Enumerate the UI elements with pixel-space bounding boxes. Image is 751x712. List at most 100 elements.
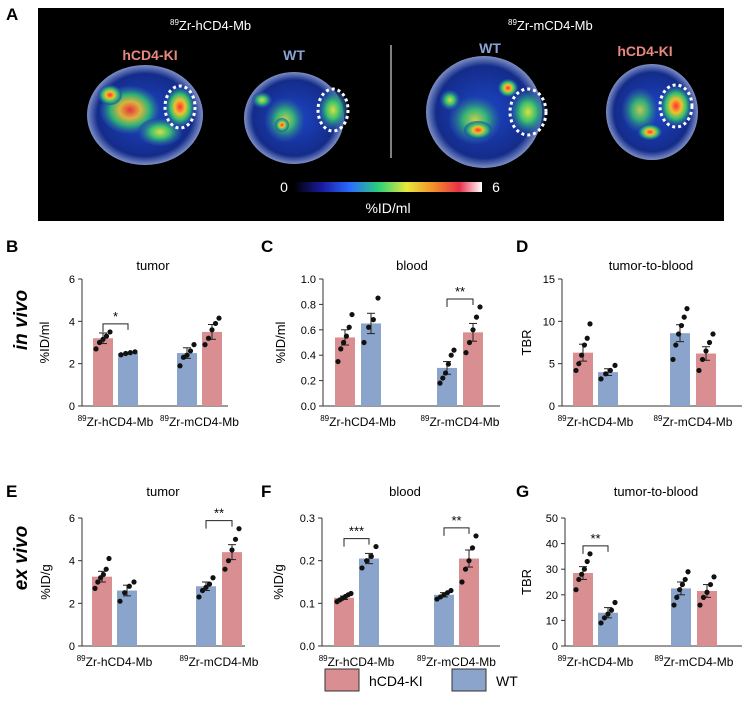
data-point	[678, 322, 685, 329]
bar	[598, 372, 618, 406]
bar	[334, 597, 354, 646]
data-point	[671, 602, 677, 608]
significance-bracket	[443, 527, 470, 536]
data-point	[368, 553, 374, 560]
group-label: 89Zr-mCD4-Mb	[160, 414, 239, 429]
data-point	[118, 352, 124, 358]
group-label: 89Zr-hCD4-Mb	[558, 414, 634, 429]
data-point	[199, 587, 206, 594]
chart-title: tumor	[146, 484, 180, 499]
data-point	[466, 339, 473, 346]
data-point	[707, 581, 714, 588]
data-point	[598, 376, 604, 382]
y-tick-label: 10	[543, 316, 555, 328]
y-tick-label: 0.2	[301, 376, 316, 388]
y-tick-label: 40	[546, 539, 558, 551]
bar	[696, 353, 716, 406]
y-tick-label: 0.0	[300, 641, 315, 653]
significance-bracket	[446, 298, 474, 307]
data-point	[209, 327, 215, 333]
y-tick-label: 0	[552, 641, 558, 653]
data-point	[674, 594, 680, 600]
y-tick-label: 0.1	[300, 598, 315, 610]
data-point	[710, 331, 716, 337]
data-point	[100, 336, 106, 342]
data-point	[679, 581, 686, 588]
bar	[335, 337, 355, 406]
bar	[359, 558, 379, 646]
data-point	[584, 558, 590, 565]
group-label: 89Zr-hCD4-Mb	[78, 414, 154, 429]
y-tick-label: 1.0	[301, 274, 316, 286]
data-point	[584, 335, 590, 341]
significance-label: **	[451, 513, 461, 528]
bar	[697, 590, 717, 646]
data-point	[126, 583, 132, 589]
data-point	[448, 587, 454, 594]
data-point	[131, 579, 137, 585]
panel-label-a: A	[6, 5, 18, 24]
bar	[118, 353, 138, 406]
chart-title: blood	[389, 484, 421, 499]
bar	[92, 576, 112, 646]
data-point	[462, 566, 469, 572]
data-point	[598, 620, 604, 626]
y-axis-label: %ID/g	[271, 564, 286, 599]
data-point	[191, 342, 197, 348]
group-label: 89Zr-mCD4-Mb	[421, 414, 500, 429]
data-point	[348, 590, 354, 597]
data-point	[603, 371, 609, 377]
significance-bracket	[205, 520, 233, 529]
data-point	[349, 311, 355, 318]
bar	[671, 588, 691, 646]
panel-label-f: F	[261, 482, 271, 501]
data-point	[684, 306, 690, 312]
data-point	[95, 579, 101, 585]
data-point	[697, 602, 703, 608]
group-label: 89Zr-hCD4-Mb	[77, 654, 153, 669]
data-point	[437, 380, 443, 386]
data-point	[601, 615, 608, 621]
colorbar-label: %ID/ml	[365, 200, 410, 216]
data-point	[132, 349, 138, 355]
y-tick-label: 20	[546, 590, 558, 602]
group-label: 89Zr-hCD4-Mb	[319, 654, 395, 669]
data-point	[96, 339, 103, 346]
y-axis-label: %ID/ml	[37, 321, 52, 363]
y-tick-label: 50	[546, 513, 558, 525]
data-point	[205, 335, 212, 341]
data-point	[335, 358, 341, 365]
panel-label-c: C	[261, 237, 273, 256]
data-point	[459, 579, 465, 585]
legend-swatch-wt	[451, 668, 487, 692]
row-label-in-vivo: in vivo	[11, 290, 32, 350]
y-tick-label: 0	[69, 641, 75, 653]
data-point	[222, 566, 228, 572]
data-point	[581, 566, 588, 572]
data-point	[706, 339, 713, 346]
data-point	[232, 536, 239, 542]
bar	[93, 338, 113, 406]
data-point	[364, 558, 370, 564]
data-point	[608, 607, 615, 613]
data-point	[212, 320, 219, 327]
y-tick-label: 0.6	[301, 325, 316, 337]
pet-scan-mouse-1	[87, 65, 203, 165]
group-label: 89Zr-hCD4-Mb	[558, 654, 634, 669]
y-tick-label: 15	[543, 274, 555, 286]
colorbar	[294, 182, 482, 192]
data-point	[696, 367, 702, 374]
pet-scan-mouse-2	[244, 72, 350, 164]
colorbar-max: 6	[492, 179, 500, 195]
legend: hCD4-KI WT	[324, 668, 518, 692]
mouse-label-wt-right: WT	[479, 40, 501, 56]
data-point	[196, 594, 202, 600]
data-point	[103, 566, 109, 572]
data-point	[375, 295, 381, 301]
data-point	[341, 339, 347, 346]
data-point	[587, 321, 593, 327]
bar	[117, 590, 137, 646]
